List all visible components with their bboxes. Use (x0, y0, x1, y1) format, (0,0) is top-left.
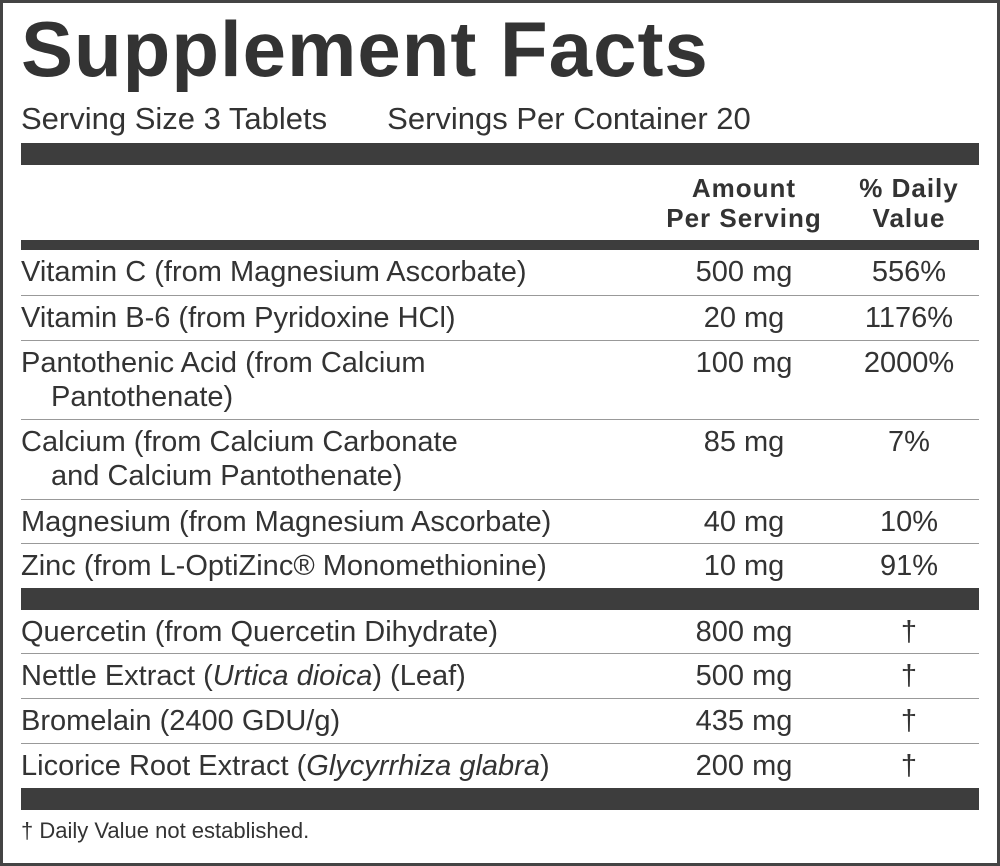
dv-header: % Daily Value (839, 173, 979, 240)
daily-value: † (900, 705, 918, 737)
daily-value: 2000% (863, 347, 955, 379)
amount: 10 mg (703, 550, 785, 582)
header-line: % Daily (859, 173, 959, 203)
name-line: Calcium (from Calcium Carbonate (21, 426, 458, 458)
serving-size: Serving Size 3 Tablets (21, 101, 328, 136)
name-line: Vitamin B-6 (from Pyridoxine HCl) (21, 302, 456, 334)
divider-bar (21, 240, 979, 250)
header-line: Amount (691, 173, 797, 203)
name-part: ) (539, 750, 550, 782)
name-line: Vitamin C (from Magnesium Ascorbate) (21, 256, 527, 288)
nutrient-row: Vitamin C (from Magnesium Ascorbate) 500 … (21, 250, 979, 296)
name-part: ) (Leaf) (372, 660, 466, 692)
nutrient-row: Vitamin B-6 (from Pyridoxine HCl) 20 mg 11… (21, 296, 979, 341)
daily-value: † (900, 750, 918, 782)
divider-bar (21, 143, 979, 165)
amount-header: Amount Per Serving (649, 173, 839, 240)
latin-name: Glycyrrhiza glabra (306, 750, 540, 782)
nutrient-name: Zinc (from L-OptiZinc® Monomethionine) (21, 549, 649, 588)
nutrient-name: Vitamin C (from Magnesium Ascorbate) (21, 255, 649, 295)
amount: 500 mg (695, 256, 793, 288)
name-line: Zinc (from L-OptiZinc® Monomethionine) (21, 550, 547, 582)
column-header: Amount Per Serving % Daily Value (21, 165, 979, 240)
daily-value: 1176% (864, 302, 954, 334)
nutrient-row: Bromelain (2400 GDU/g) 435 mg † (21, 699, 979, 744)
nutrient-row: Pantothenic Acid (from Calcium Pantothena… (21, 341, 979, 420)
amount: 100 mg (695, 347, 793, 379)
name-line: Bromelain (2400 GDU/g) (21, 705, 341, 737)
daily-value: 10% (879, 506, 939, 538)
amount: 800 mg (695, 616, 793, 648)
nutrient-row: Quercetin (from Quercetin Dihydrate) 800 … (21, 610, 979, 654)
latin-name: Urtica dioica (212, 660, 373, 692)
name-line: Pantothenic Acid (from Calcium (21, 347, 426, 379)
nutrient-row: Nettle Extract (Urtica dioica) (Leaf) 500… (21, 654, 979, 699)
nutrient-name: Licorice Root Extract (Glycyrrhiza glabr… (21, 749, 649, 788)
nutrient-name: Magnesium (from Magnesium Ascorbate) (21, 505, 649, 543)
header-line: Value (872, 203, 946, 233)
nutrient-name: Calcium (from Calcium Carbonate and Calci… (21, 425, 649, 499)
daily-value: 7% (888, 426, 930, 458)
amount: 200 mg (695, 750, 793, 782)
serving-info: Serving Size 3 Tablets Servings Per Conta… (21, 95, 979, 143)
nutrient-row: Zinc (from L-OptiZinc® Monomethionine) 10… (21, 544, 979, 588)
footnote: † Daily Value not established. (21, 818, 310, 843)
name-part: Nettle Extract ( (21, 660, 213, 692)
amount: 435 mg (695, 705, 793, 737)
nutrient-row: Magnesium (from Magnesium Ascorbate) 40 m… (21, 500, 979, 544)
name-line: and Calcium Pantothenate) (51, 460, 403, 492)
name-line: Pantothenate) (51, 381, 234, 413)
daily-value: 91% (879, 550, 939, 582)
amount: 40 mg (703, 506, 785, 538)
amount: 20 mg (703, 302, 785, 334)
nutrient-name: Pantothenic Acid (from Calcium Pantothena… (21, 346, 649, 419)
nutrient-row: Licorice Root Extract (Glycyrrhiza glabr… (21, 744, 979, 788)
header-line: Per Serving (666, 203, 822, 233)
divider-bar (21, 588, 979, 610)
daily-value: 556% (871, 256, 947, 288)
servings-per-container: Servings Per Container 20 (387, 101, 751, 136)
nutrient-row: Calcium (from Calcium Carbonate and Calci… (21, 420, 979, 500)
name-line: Magnesium (from Magnesium Ascorbate) (21, 506, 552, 538)
name-line: Quercetin (from Quercetin Dihydrate) (21, 616, 499, 648)
amount: 500 mg (695, 660, 793, 692)
nutrient-name: Bromelain (2400 GDU/g) (21, 704, 649, 743)
name-part: Licorice Root Extract ( (21, 750, 307, 782)
nutrient-name: Quercetin (from Quercetin Dihydrate) (21, 615, 649, 653)
daily-value: † (900, 660, 918, 692)
nutrient-name: Nettle Extract (Urtica dioica) (Leaf) (21, 659, 649, 698)
divider-bar (21, 788, 979, 810)
daily-value: † (900, 616, 918, 648)
nutrient-name: Vitamin B-6 (from Pyridoxine HCl) (21, 301, 649, 340)
amount: 85 mg (703, 426, 785, 458)
title: Supplement Facts (21, 5, 709, 93)
